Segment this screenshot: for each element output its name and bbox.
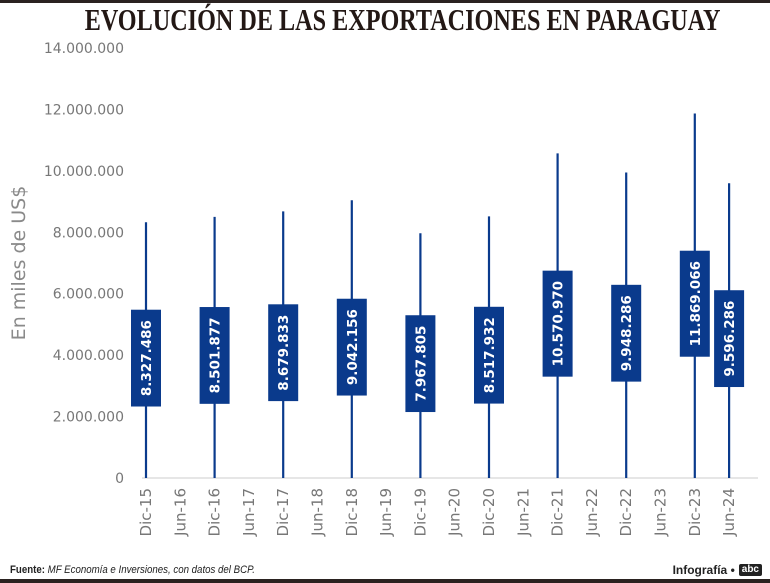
y-tick-label: 6.000.000 — [53, 287, 124, 303]
x-tick-label: Dic-16 — [206, 488, 224, 536]
y-tick-label: 14.000.000 — [44, 41, 124, 57]
data-label: 11.869.066 — [688, 261, 704, 346]
x-tick-label: Dic-15 — [137, 488, 155, 536]
x-tick-label: Dic-19 — [411, 488, 429, 536]
value-box — [474, 306, 504, 404]
data-label: 9.596.286 — [722, 301, 738, 377]
value-box — [714, 290, 745, 388]
value-box — [542, 270, 573, 377]
x-tick-label: Dic-22 — [617, 488, 635, 536]
x-tick-label: Dic-23 — [686, 488, 704, 536]
x-tick-label: Jun-17 — [240, 488, 258, 537]
y-tick-label: 8.000.000 — [53, 225, 124, 241]
data-label: 7.967.805 — [413, 326, 429, 402]
x-tick-label: Jun-24 — [720, 488, 738, 537]
y-axis-label: En miles de US$ — [8, 186, 30, 341]
y-tick-label: 12.000.000 — [44, 102, 124, 118]
x-tick-label: Dic-17 — [274, 488, 292, 536]
credit: Infografía • abc — [673, 563, 762, 577]
source-label: Fuente: — [10, 564, 45, 576]
x-tick-label: Dic-18 — [343, 488, 361, 536]
value-box — [199, 307, 230, 404]
x-tick-label: Jun-19 — [377, 488, 395, 537]
data-label: 8.327.486 — [139, 320, 155, 396]
x-tick-label: Jun-21 — [514, 488, 532, 537]
x-tick-label: Dic-20 — [480, 488, 498, 536]
data-label: 9.042.156 — [345, 309, 361, 385]
data-label: 8.501.877 — [208, 317, 224, 393]
data-label: 9.948.286 — [619, 295, 635, 371]
value-box — [268, 304, 299, 402]
bottom-rule — [0, 579, 770, 583]
value-box — [336, 298, 367, 396]
x-tick-label: Jun-22 — [583, 488, 601, 537]
source-note: Fuente: MF Economía e Inversiones, con d… — [10, 564, 255, 576]
credit-text: Infografía • — [672, 563, 735, 577]
y-tick-label: 0 — [115, 471, 124, 487]
value-box — [611, 284, 642, 382]
x-tick-label: Jun-16 — [171, 488, 189, 537]
x-tick-label: Jun-23 — [652, 488, 670, 537]
abc-logo-icon: abc — [738, 564, 762, 576]
value-box — [131, 309, 161, 407]
y-tick-label: 2.000.000 — [53, 410, 124, 426]
data-label: 8.679.833 — [276, 315, 292, 391]
x-tick-label: Jun-18 — [309, 488, 327, 537]
x-tick-label: Dic-21 — [549, 488, 567, 536]
value-box — [405, 315, 436, 413]
data-label: 8.517.932 — [482, 317, 498, 393]
source-text: MF Economía e Inversiones, con datos del… — [47, 564, 255, 576]
data-label: 10.570.970 — [551, 281, 567, 366]
x-tick-label: Jun-20 — [446, 488, 464, 537]
value-box — [679, 250, 710, 357]
top-rule — [0, 0, 770, 3]
chart-title: EVOLUCIÓN DE LAS EXPORTACIONES EN PARAGU… — [84, 2, 721, 37]
y-tick-label: 10.000.000 — [44, 164, 124, 180]
y-tick-label: 4.000.000 — [53, 348, 124, 364]
